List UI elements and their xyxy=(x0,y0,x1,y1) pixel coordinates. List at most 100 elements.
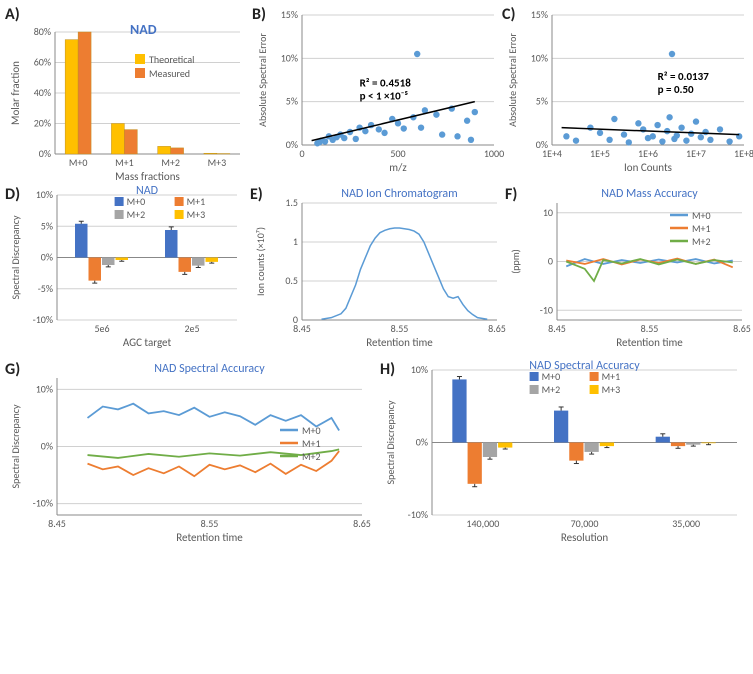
svg-text:8.55: 8.55 xyxy=(641,322,659,335)
svg-text:70,000: 70,000 xyxy=(571,517,599,530)
svg-text:m/z: m/z xyxy=(389,161,407,174)
panel-d: D) -10%-5%0%5%10%5e62e5AGC targetSpectra… xyxy=(5,185,245,350)
svg-text:8.55: 8.55 xyxy=(391,322,409,335)
svg-text:0%: 0% xyxy=(286,138,298,151)
svg-text:8.45: 8.45 xyxy=(293,322,311,335)
svg-text:20%: 20% xyxy=(34,117,51,130)
svg-text:Absolute Spectral Error: Absolute Spectral Error xyxy=(256,33,269,127)
svg-text:-10%: -10% xyxy=(33,313,53,326)
svg-text:M+2: M+2 xyxy=(542,383,561,396)
panel-g: G) -10%0%10%8.458.558.65Retention timeSp… xyxy=(5,360,370,545)
svg-text:5%: 5% xyxy=(41,219,53,232)
svg-text:Retention time: Retention time xyxy=(616,336,683,349)
panel-a-label: A) xyxy=(5,5,250,24)
svg-text:Absolute Spectral Error: Absolute Spectral Error xyxy=(506,33,519,127)
panel-h: H) -10% 0% 10% 140,000 70,000 35,000 Resolutio… xyxy=(380,360,745,545)
chart-d-bar: -10%-5%0%5%10%5e62e5AGC targetSpectral D… xyxy=(5,185,245,350)
svg-text:R² = 0.4518: R² = 0.4518 xyxy=(360,77,412,90)
panel-c-label: C) xyxy=(502,5,515,24)
panel-f-label: F) xyxy=(505,185,517,204)
svg-text:10%: 10% xyxy=(411,363,428,376)
svg-text:Retention time: Retention time xyxy=(366,336,433,349)
svg-text:M+2: M+2 xyxy=(692,235,711,248)
panel-h-label: H) xyxy=(380,360,395,379)
svg-text:Mass fractions: Mass fractions xyxy=(115,170,180,183)
panel-b: B) 0%5%10%15%05001000m/zAbsolute Spectra… xyxy=(252,5,502,175)
svg-text:15%: 15% xyxy=(531,8,548,21)
svg-text:10%: 10% xyxy=(281,51,298,64)
svg-text:0%: 0% xyxy=(39,147,51,160)
chart-f-line: -100108.458.558.65Retention time(ppm)NAD… xyxy=(505,185,750,350)
svg-text:M+0: M+0 xyxy=(542,370,561,383)
svg-text:10: 10 xyxy=(543,206,553,219)
svg-text:M+1: M+1 xyxy=(602,370,621,383)
svg-text:5e6: 5e6 xyxy=(94,322,109,335)
svg-text:1E+6: 1E+6 xyxy=(638,147,658,160)
svg-text:Spectral Discrepancy: Spectral Discrepancy xyxy=(9,215,22,299)
svg-text:M+0: M+0 xyxy=(127,195,146,208)
svg-text:NAD Spectral Accuracy: NAD Spectral Accuracy xyxy=(154,362,265,376)
svg-text:10%: 10% xyxy=(531,51,548,64)
svg-text:0: 0 xyxy=(299,147,304,160)
panel-e: E) 00.511.58.458.558.65Retention timeIon… xyxy=(250,185,505,350)
svg-text:M+2: M+2 xyxy=(302,450,321,463)
svg-text:M+1: M+1 xyxy=(302,437,321,450)
svg-text:R² = 0.0137: R² = 0.0137 xyxy=(658,70,710,83)
svg-text:8.45: 8.45 xyxy=(48,517,66,530)
svg-text:5%: 5% xyxy=(536,95,548,108)
svg-text:0: 0 xyxy=(548,255,553,268)
svg-text:Ion counts (×10⁷): Ion counts (×10⁷) xyxy=(254,227,267,296)
svg-text:8.55: 8.55 xyxy=(201,517,219,530)
svg-text:0.5: 0.5 xyxy=(285,274,298,287)
svg-text:140,000: 140,000 xyxy=(466,517,499,530)
panel-c: C) 0%5%10%15%1E+41E+51E+61E+71E+8Ion Cou… xyxy=(502,5,752,175)
svg-text:1E+8: 1E+8 xyxy=(734,147,753,160)
svg-text:10%: 10% xyxy=(36,382,53,395)
svg-text:M+1: M+1 xyxy=(115,156,134,169)
chart-a-bar: 0%20%40%60%80%M+0M+1M+2M+3Mass fractions… xyxy=(5,24,250,189)
svg-text:35,000: 35,000 xyxy=(672,517,700,530)
svg-text:Spectral Discrepancy: Spectral Discrepancy xyxy=(384,400,397,484)
svg-text:0%: 0% xyxy=(416,436,428,449)
svg-text:M+0: M+0 xyxy=(692,209,711,222)
chart-c-scatter: 0%5%10%15%1E+41E+51E+61E+71E+8Ion Counts… xyxy=(502,5,752,175)
panel-a: A) 0%20%40%60%80%M+0M+1M+2M+3Mass fracti… xyxy=(5,5,250,175)
svg-text:NAD Ion Chromatogram: NAD Ion Chromatogram xyxy=(341,187,458,201)
svg-text:8.65: 8.65 xyxy=(733,322,751,335)
svg-text:-10%: -10% xyxy=(408,508,428,521)
svg-text:1: 1 xyxy=(293,235,298,248)
svg-text:Retention time: Retention time xyxy=(176,531,243,544)
svg-text:M+3: M+3 xyxy=(208,156,227,169)
chart-e-line: 00.511.58.458.558.65Retention timeIon co… xyxy=(250,185,505,350)
svg-text:5%: 5% xyxy=(286,95,298,108)
svg-text:-10%: -10% xyxy=(33,497,53,510)
panel-g-label: G) xyxy=(5,360,20,379)
svg-text:Resolution: Resolution xyxy=(561,531,609,544)
chart-g-line: -10%0%10%8.458.558.65Retention timeSpect… xyxy=(5,360,370,545)
svg-text:8.65: 8.65 xyxy=(488,322,506,335)
panel-f: F) -100108.458.558.65Retention time(ppm)… xyxy=(505,185,750,350)
panel-e-label: E) xyxy=(250,185,263,204)
panel-d-label: D) xyxy=(5,185,20,204)
svg-text:M+0: M+0 xyxy=(302,424,321,437)
svg-text:8.65: 8.65 xyxy=(353,517,371,530)
svg-text:M+2: M+2 xyxy=(127,208,146,221)
svg-text:-5%: -5% xyxy=(38,282,53,295)
svg-text:M+2: M+2 xyxy=(161,156,180,169)
chart-h-bar: -10% 0% 10% 140,000 70,000 35,000 Resolution Sp… xyxy=(380,360,745,545)
svg-text:500: 500 xyxy=(390,147,405,160)
svg-text:Spectral Discrepancy: Spectral Discrepancy xyxy=(9,404,22,488)
svg-text:8.45: 8.45 xyxy=(548,322,566,335)
svg-text:p < 1 ×10⁻⁵: p < 1 ×10⁻⁵ xyxy=(360,90,409,103)
svg-text:10%: 10% xyxy=(36,188,53,201)
svg-text:1E+7: 1E+7 xyxy=(686,147,706,160)
svg-text:M+3: M+3 xyxy=(602,383,621,396)
svg-text:80%: 80% xyxy=(34,25,51,38)
svg-text:Theoretical: Theoretical xyxy=(149,53,194,66)
svg-text:M+1: M+1 xyxy=(187,195,206,208)
svg-text:1.5: 1.5 xyxy=(285,196,298,209)
svg-text:NAD: NAD xyxy=(130,21,157,38)
panel-b-label: B) xyxy=(252,5,266,24)
svg-text:M+0: M+0 xyxy=(69,156,88,169)
svg-text:Measured: Measured xyxy=(149,67,190,80)
